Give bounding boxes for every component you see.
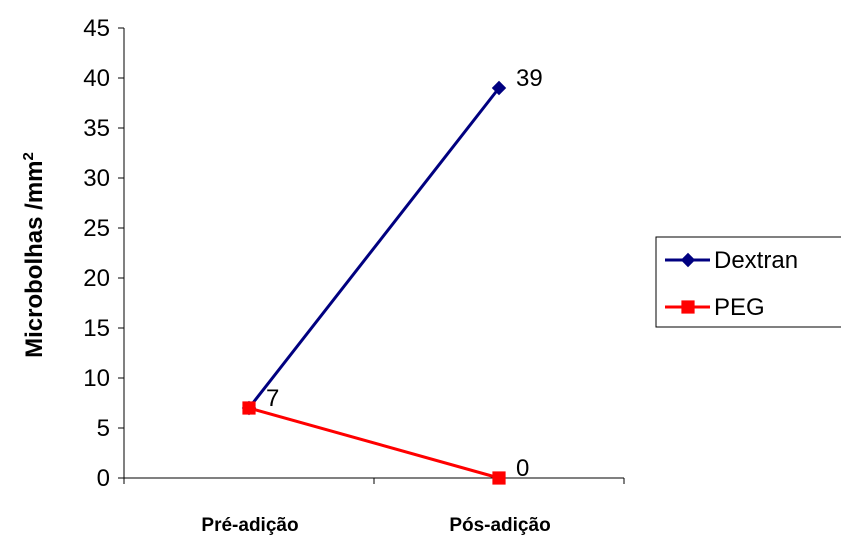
legend-label: PEG <box>714 294 765 321</box>
y-tick-label: 35 <box>83 115 110 142</box>
y-tick-label: 25 <box>83 215 110 242</box>
plot-area: 7 39 0 <box>241 65 543 485</box>
square-marker <box>492 471 506 485</box>
y-tick-label: 10 <box>83 365 110 392</box>
square-marker <box>242 401 256 415</box>
y-axis-title: Microbolhas /mm2 <box>20 152 48 358</box>
series-peg: 0 <box>242 401 529 485</box>
y-tick-label: 45 <box>83 15 110 42</box>
diamond-marker <box>491 80 507 96</box>
y-tick-label: 20 <box>83 265 110 292</box>
legend-label: Dextran <box>714 247 798 274</box>
axes <box>123 28 624 479</box>
y-tick-label: 30 <box>83 165 110 192</box>
series-dextran: 7 39 <box>241 65 543 416</box>
legend: Dextran PEG <box>655 236 841 328</box>
data-label: 7 <box>266 385 279 412</box>
data-label: 0 <box>516 455 529 482</box>
x-category-label: Pré-adição <box>201 515 298 536</box>
y-tick-label: 40 <box>83 65 110 92</box>
diamond-marker <box>680 252 696 268</box>
y-ticks: 0 5 10 15 20 25 30 35 40 45 <box>83 15 124 492</box>
data-label: 39 <box>516 65 543 92</box>
y-tick-label: 5 <box>97 415 110 442</box>
svg-text:Microbolhas /mm2: Microbolhas /mm2 <box>20 152 48 358</box>
y-tick-label: 0 <box>97 465 110 492</box>
series-line <box>248 406 500 480</box>
y-tick-label: 15 <box>83 315 110 342</box>
x-ticks: Pré-adição Pós-adição <box>123 478 625 536</box>
square-marker <box>681 300 695 314</box>
y-axis-title-superscript: 2 <box>20 152 37 160</box>
series-line <box>247 87 501 409</box>
x-category-label: Pós-adição <box>449 515 550 536</box>
y-axis-title-text: Microbolhas /mm <box>21 160 48 357</box>
